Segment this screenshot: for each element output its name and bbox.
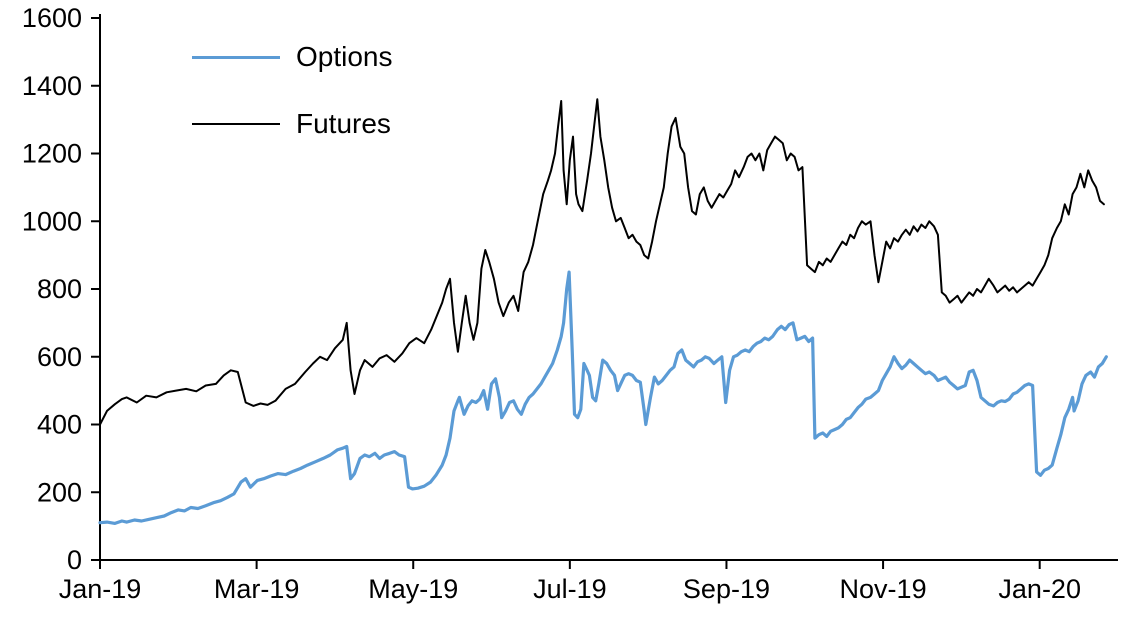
futures-line-swatch	[192, 123, 280, 126]
y-tick-label: 400	[37, 410, 82, 440]
y-tick-label: 800	[37, 274, 82, 304]
y-tick-label: 1400	[22, 71, 82, 101]
legend-label-options: Options	[296, 41, 393, 72]
legend-label-futures: Futures	[296, 107, 391, 139]
options-line-swatch	[192, 55, 280, 59]
x-tick-label: May-19	[368, 574, 458, 604]
y-tick-label: 600	[37, 342, 82, 372]
y-tick-label: 1200	[22, 139, 82, 169]
y-tick-label: 1600	[22, 3, 82, 33]
y-tick-label: 0	[67, 545, 82, 575]
x-tick-label: Jan-20	[998, 574, 1081, 604]
options-series-line	[98, 270, 1108, 526]
y-tick-label: 200	[37, 477, 82, 507]
legend-item-options: Options	[192, 41, 393, 73]
x-tick-label: Sep-19	[683, 574, 770, 604]
futures-series-line	[99, 98, 1105, 426]
x-tick-label: Jan-19	[59, 574, 142, 604]
legend-item-futures: Futures	[192, 107, 393, 140]
x-tick-label: Jul-19	[533, 574, 607, 604]
y-tick-label: 1000	[22, 206, 82, 236]
x-tick-label: Nov-19	[840, 574, 927, 604]
legend: Options Futures	[192, 41, 393, 140]
x-tick-label: Mar-19	[214, 574, 300, 604]
